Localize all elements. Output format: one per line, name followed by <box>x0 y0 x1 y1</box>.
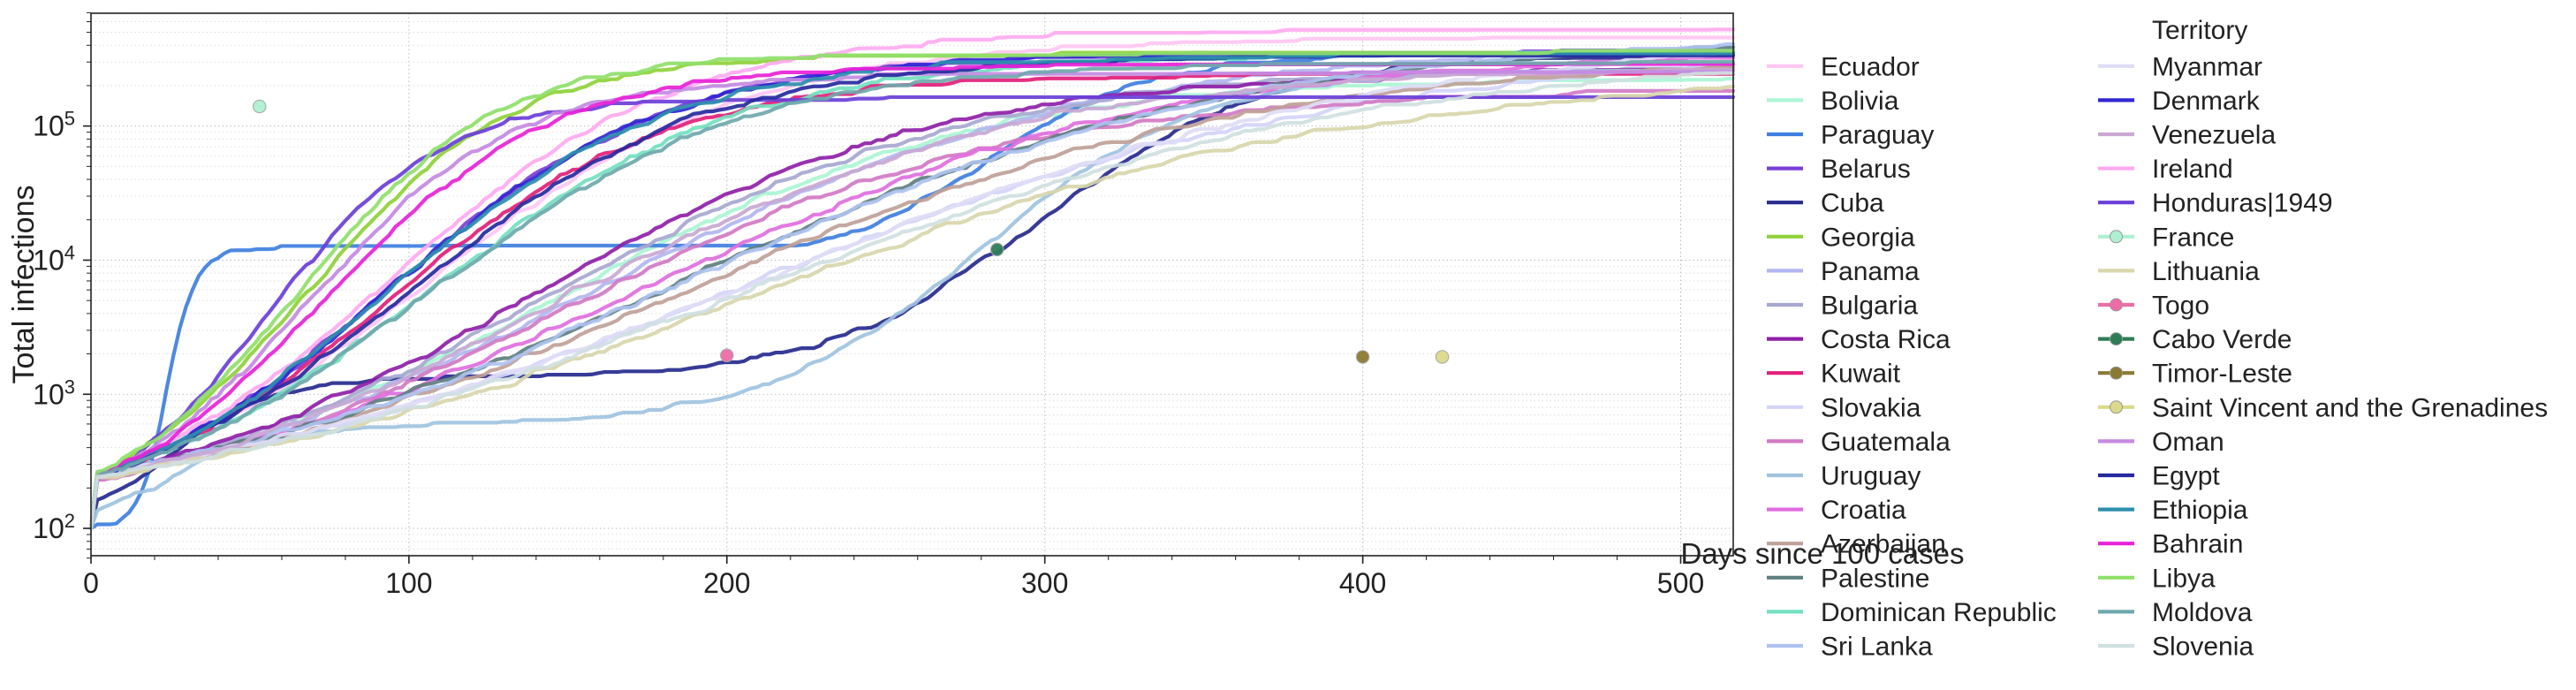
svg-text:500: 500 <box>1657 567 1704 599</box>
svg-text:Myanmar: Myanmar <box>2152 52 2262 81</box>
svg-text:200: 200 <box>703 567 750 599</box>
svg-text:Azerbaijan: Azerbaijan <box>1821 530 1946 559</box>
svg-text:Egypt: Egypt <box>2152 462 2220 491</box>
svg-text:Ireland: Ireland <box>2152 155 2233 184</box>
svg-text:Palestine: Palestine <box>1821 564 1929 593</box>
svg-text:Saint Vincent and the Grenadin: Saint Vincent and the Grenadines <box>2152 393 2548 422</box>
svg-text:Dominican Republic: Dominican Republic <box>1821 598 2057 627</box>
svg-text:Croatia: Croatia <box>1821 496 1906 525</box>
svg-text:Venezuela: Venezuela <box>2152 121 2276 150</box>
svg-text:300: 300 <box>1021 567 1068 599</box>
svg-text:Costa Rica: Costa Rica <box>1821 325 1951 354</box>
svg-text:Lithuania: Lithuania <box>2152 257 2260 286</box>
svg-text:Oman: Oman <box>2152 428 2224 457</box>
svg-text:0: 0 <box>83 567 99 599</box>
svg-text:Cuba: Cuba <box>1821 189 1884 218</box>
svg-text:Bolivia: Bolivia <box>1821 87 1899 116</box>
svg-text:Bahrain: Bahrain <box>2152 530 2243 559</box>
svg-text:Cabo Verde: Cabo Verde <box>2152 325 2292 354</box>
svg-text:Ethiopia: Ethiopia <box>2152 496 2248 525</box>
svg-text:100: 100 <box>385 567 432 599</box>
svg-text:Sri Lanka: Sri Lanka <box>1821 633 1933 662</box>
svg-text:Georgia: Georgia <box>1821 223 1915 252</box>
svg-text:Togo: Togo <box>2152 292 2209 321</box>
svg-text:Uruguay: Uruguay <box>1821 462 1921 491</box>
svg-text:Honduras|1949: Honduras|1949 <box>2152 189 2333 218</box>
svg-text:Denmark: Denmark <box>2152 87 2261 116</box>
svg-text:Timor-Leste: Timor-Leste <box>2152 360 2292 389</box>
svg-text:Territory: Territory <box>2152 16 2247 45</box>
svg-text:Guatemala: Guatemala <box>1821 428 1951 457</box>
svg-text:Paraguay: Paraguay <box>1821 121 1934 150</box>
svg-text:Slovakia: Slovakia <box>1821 393 1921 422</box>
svg-text:400: 400 <box>1339 567 1386 599</box>
svg-text:Ecuador: Ecuador <box>1821 52 1920 81</box>
svg-text:Bulgaria: Bulgaria <box>1821 292 1918 321</box>
svg-text:Belarus: Belarus <box>1821 155 1911 184</box>
svg-text:Kuwait: Kuwait <box>1821 360 1901 389</box>
svg-text:Libya: Libya <box>2152 564 2216 593</box>
svg-text:Slovenia: Slovenia <box>2152 633 2254 662</box>
svg-text:Moldova: Moldova <box>2152 598 2253 627</box>
svg-text:Panama: Panama <box>1821 257 1920 286</box>
svg-text:Total infections: Total infections <box>7 186 41 384</box>
svg-text:France: France <box>2152 223 2234 252</box>
